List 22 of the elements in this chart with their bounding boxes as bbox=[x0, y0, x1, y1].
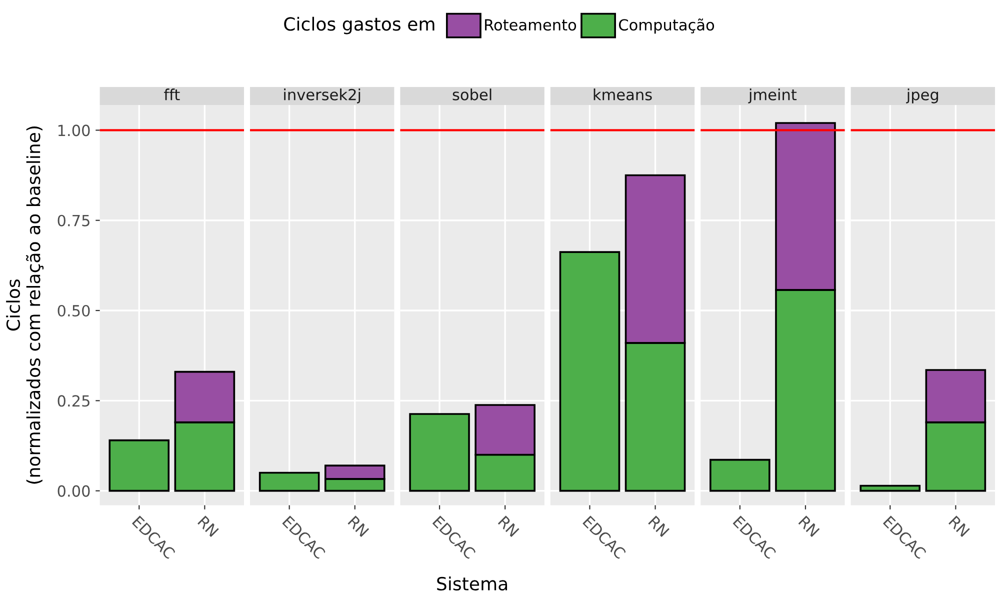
chart-title: jmeint bbox=[748, 88, 797, 104]
chart-title: jpeg bbox=[906, 88, 938, 104]
chart-title: inversek2j bbox=[284, 88, 360, 104]
y-tick-label: 0.25 bbox=[58, 395, 90, 407]
legend-label: Roteamento bbox=[485, 19, 576, 31]
chart-title: sobel bbox=[452, 88, 492, 100]
y-tick-label: 0.50 bbox=[58, 304, 90, 317]
x-tick-label: RN bbox=[498, 516, 520, 537]
chart-title: kmeans bbox=[594, 88, 652, 100]
legend-title: Ciclos gastos em bbox=[284, 16, 434, 34]
x-tick-label: RN bbox=[648, 516, 670, 537]
chart-title: fft bbox=[164, 88, 180, 100]
x-axis-title: Sistema bbox=[437, 576, 508, 591]
y-tick-label: 1.00 bbox=[58, 124, 90, 136]
legend-label: Computação bbox=[618, 18, 714, 34]
x-tick-label: RN bbox=[798, 516, 820, 537]
x-tick-label: RN bbox=[948, 516, 970, 537]
y-tick-label: 0.00 bbox=[58, 485, 90, 497]
x-tick-label: RN bbox=[348, 516, 370, 537]
x-tick-label: RN bbox=[198, 516, 219, 537]
y-tick-label: 0.75 bbox=[58, 214, 90, 226]
y-axis-title: Ciclos (normalizados com relação ao baseline) bbox=[6, 126, 44, 484]
